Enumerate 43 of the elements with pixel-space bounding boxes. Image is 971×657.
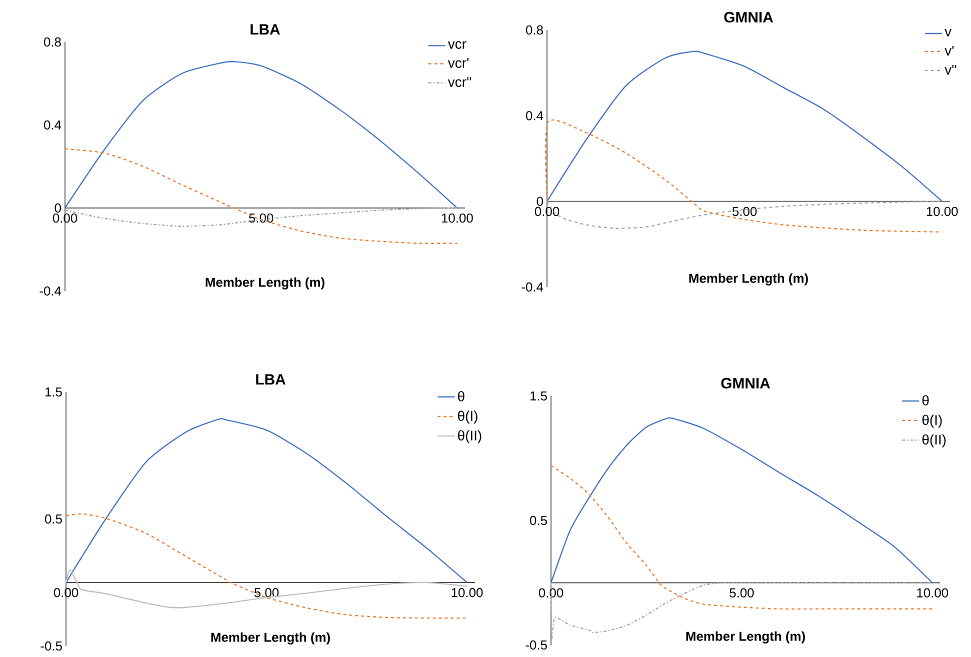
y-tick-label: 0.8 <box>526 25 543 35</box>
x-axis-title: Member Length (m) <box>689 273 808 286</box>
legend-label: v' <box>944 46 954 56</box>
y-tick-label: 0 <box>536 196 543 206</box>
chart-title: LBA <box>250 24 280 34</box>
legend-label: θ(I) <box>922 414 942 428</box>
x-axis-title: Member Length (m) <box>686 631 805 644</box>
legend-label: θ <box>458 391 464 402</box>
x-tick-label: 10.00 <box>452 588 483 598</box>
chart-title: GMNIA <box>724 12 774 22</box>
y-tick-label: -0.5 <box>526 640 547 650</box>
y-tick-label: 0.4 <box>44 120 62 130</box>
x-axis-title: Member Length (m) <box>206 277 324 290</box>
x-tick-label: 5.00 <box>730 588 754 598</box>
chart-title: LBA <box>256 374 286 385</box>
legend-label: v'' <box>944 64 956 75</box>
line-series <box>546 50 943 202</box>
y-tick-label: -0.4 <box>40 286 62 296</box>
legend-label: vcr'' <box>448 77 472 87</box>
y-tick-label: 0.4 <box>526 111 544 120</box>
x-tick-label: 10.00 <box>926 206 958 216</box>
legend-label: θ(II) <box>458 430 482 444</box>
chart-title: GMNIA <box>721 378 770 388</box>
y-tick-label: 0.8 <box>44 37 61 47</box>
legend-label: vcr <box>448 41 466 49</box>
x-tick-label: 5.00 <box>248 214 274 223</box>
legend-label: θ(I) <box>458 410 478 424</box>
y-tick-label: 0.5 <box>44 514 62 524</box>
x-tick-label: 5.00 <box>732 206 757 216</box>
x-tick-label: 10.00 <box>917 588 948 598</box>
x-tick-label: 0.00 <box>538 588 564 598</box>
x-tick-label: 10.00 <box>442 214 473 223</box>
legend-label: θ <box>922 395 929 406</box>
legend-label: θ(II) <box>922 434 946 448</box>
y-tick-label: 0.5 <box>530 516 547 526</box>
y-tick-label: -0.4 <box>522 282 544 292</box>
legend-label: v <box>944 29 952 36</box>
y-tick-label: 1.5 <box>45 387 62 397</box>
legend-label: vcr' <box>448 58 468 68</box>
y-tick-label: 1.5 <box>530 391 547 401</box>
x-axis-title: Member Length (m) <box>211 632 330 644</box>
y-tick-label: -0.5 <box>40 641 62 651</box>
y-tick-label: 0 <box>54 203 61 213</box>
